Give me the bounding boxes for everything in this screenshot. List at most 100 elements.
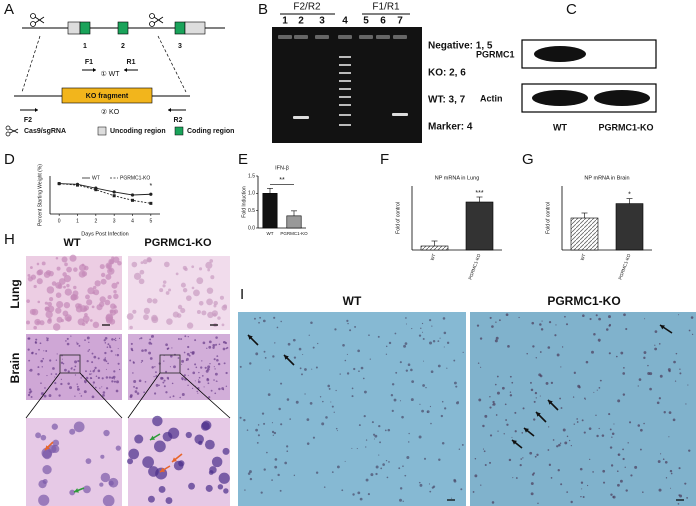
cell	[104, 351, 107, 355]
cell	[52, 439, 60, 447]
cell	[99, 296, 106, 303]
cell	[67, 382, 70, 386]
cell	[560, 407, 563, 409]
cell	[198, 440, 203, 446]
cell	[533, 418, 536, 421]
cell	[224, 341, 228, 345]
cell	[33, 284, 37, 289]
cell	[185, 359, 188, 362]
data-point	[112, 194, 116, 198]
cell	[92, 370, 95, 373]
gel-well	[315, 35, 329, 39]
panel-label: C	[566, 1, 577, 18]
cell	[86, 359, 89, 363]
x-tick-label: 1	[76, 218, 79, 224]
cell	[387, 428, 391, 432]
cell	[175, 272, 179, 276]
cell	[38, 348, 40, 351]
chart-title: NP mRNA in Brain	[584, 175, 629, 181]
cell	[391, 383, 395, 386]
cell	[668, 436, 670, 438]
cell	[548, 463, 552, 466]
cell	[46, 374, 48, 377]
cell	[458, 448, 461, 450]
cell	[197, 392, 199, 394]
cell	[177, 357, 180, 359]
cell	[101, 377, 104, 380]
cell	[344, 460, 346, 462]
bar	[465, 201, 494, 251]
cell	[47, 305, 55, 313]
cell	[608, 315, 611, 319]
cell	[630, 474, 633, 477]
micrograph	[128, 256, 230, 330]
allele-label: ① WT	[100, 70, 120, 78]
cell	[264, 356, 267, 359]
cell	[267, 393, 271, 396]
cell	[598, 386, 601, 389]
cell	[148, 341, 152, 345]
cell	[172, 395, 175, 398]
cell	[557, 469, 560, 472]
cell	[101, 386, 103, 388]
cell	[191, 265, 195, 269]
shape	[5, 131, 11, 137]
arrow-head	[74, 488, 79, 493]
cell	[97, 376, 100, 380]
cell	[365, 478, 369, 482]
data-point	[130, 193, 135, 197]
cell	[131, 349, 134, 352]
cell	[191, 286, 195, 290]
cell	[89, 370, 92, 372]
cell	[279, 489, 282, 492]
data-point	[57, 182, 61, 186]
ladder-band	[339, 114, 351, 116]
column-label: WT	[343, 294, 362, 308]
cell	[56, 300, 64, 309]
cell	[360, 366, 364, 370]
row-label: Lung	[8, 279, 22, 308]
cell	[351, 395, 354, 398]
cell	[197, 380, 201, 384]
cell	[40, 392, 44, 396]
cell	[317, 342, 319, 345]
cell	[402, 500, 404, 502]
cell	[43, 394, 47, 398]
cell	[139, 338, 141, 340]
cell	[247, 472, 251, 475]
cell	[491, 501, 495, 504]
cell	[54, 387, 58, 391]
cell	[205, 369, 209, 373]
cell	[102, 391, 106, 394]
cell	[152, 415, 163, 427]
cell	[66, 283, 70, 288]
cell	[321, 422, 325, 426]
cell	[534, 391, 538, 395]
cell	[407, 363, 411, 366]
cell	[219, 295, 224, 300]
cell	[213, 313, 217, 317]
cell	[530, 381, 532, 384]
cell	[562, 428, 566, 432]
cell	[255, 352, 259, 356]
cell	[489, 316, 492, 319]
cell	[169, 366, 171, 368]
cell	[148, 466, 159, 477]
primer-label: F1	[85, 59, 93, 66]
cell	[367, 492, 370, 496]
cell	[561, 346, 564, 348]
arrow-head	[524, 428, 529, 433]
x-tick-label: PGRMC1-KO	[618, 253, 632, 281]
gel-key: Negative: 1, 5	[428, 41, 493, 52]
arrow-head	[548, 400, 553, 405]
cell	[33, 325, 37, 330]
column-label: PGRMC1-KO	[144, 237, 212, 249]
cell	[352, 493, 355, 496]
cell	[210, 275, 215, 280]
cell	[665, 477, 668, 479]
cell	[60, 361, 64, 364]
cell	[643, 422, 645, 425]
cell	[506, 423, 509, 426]
